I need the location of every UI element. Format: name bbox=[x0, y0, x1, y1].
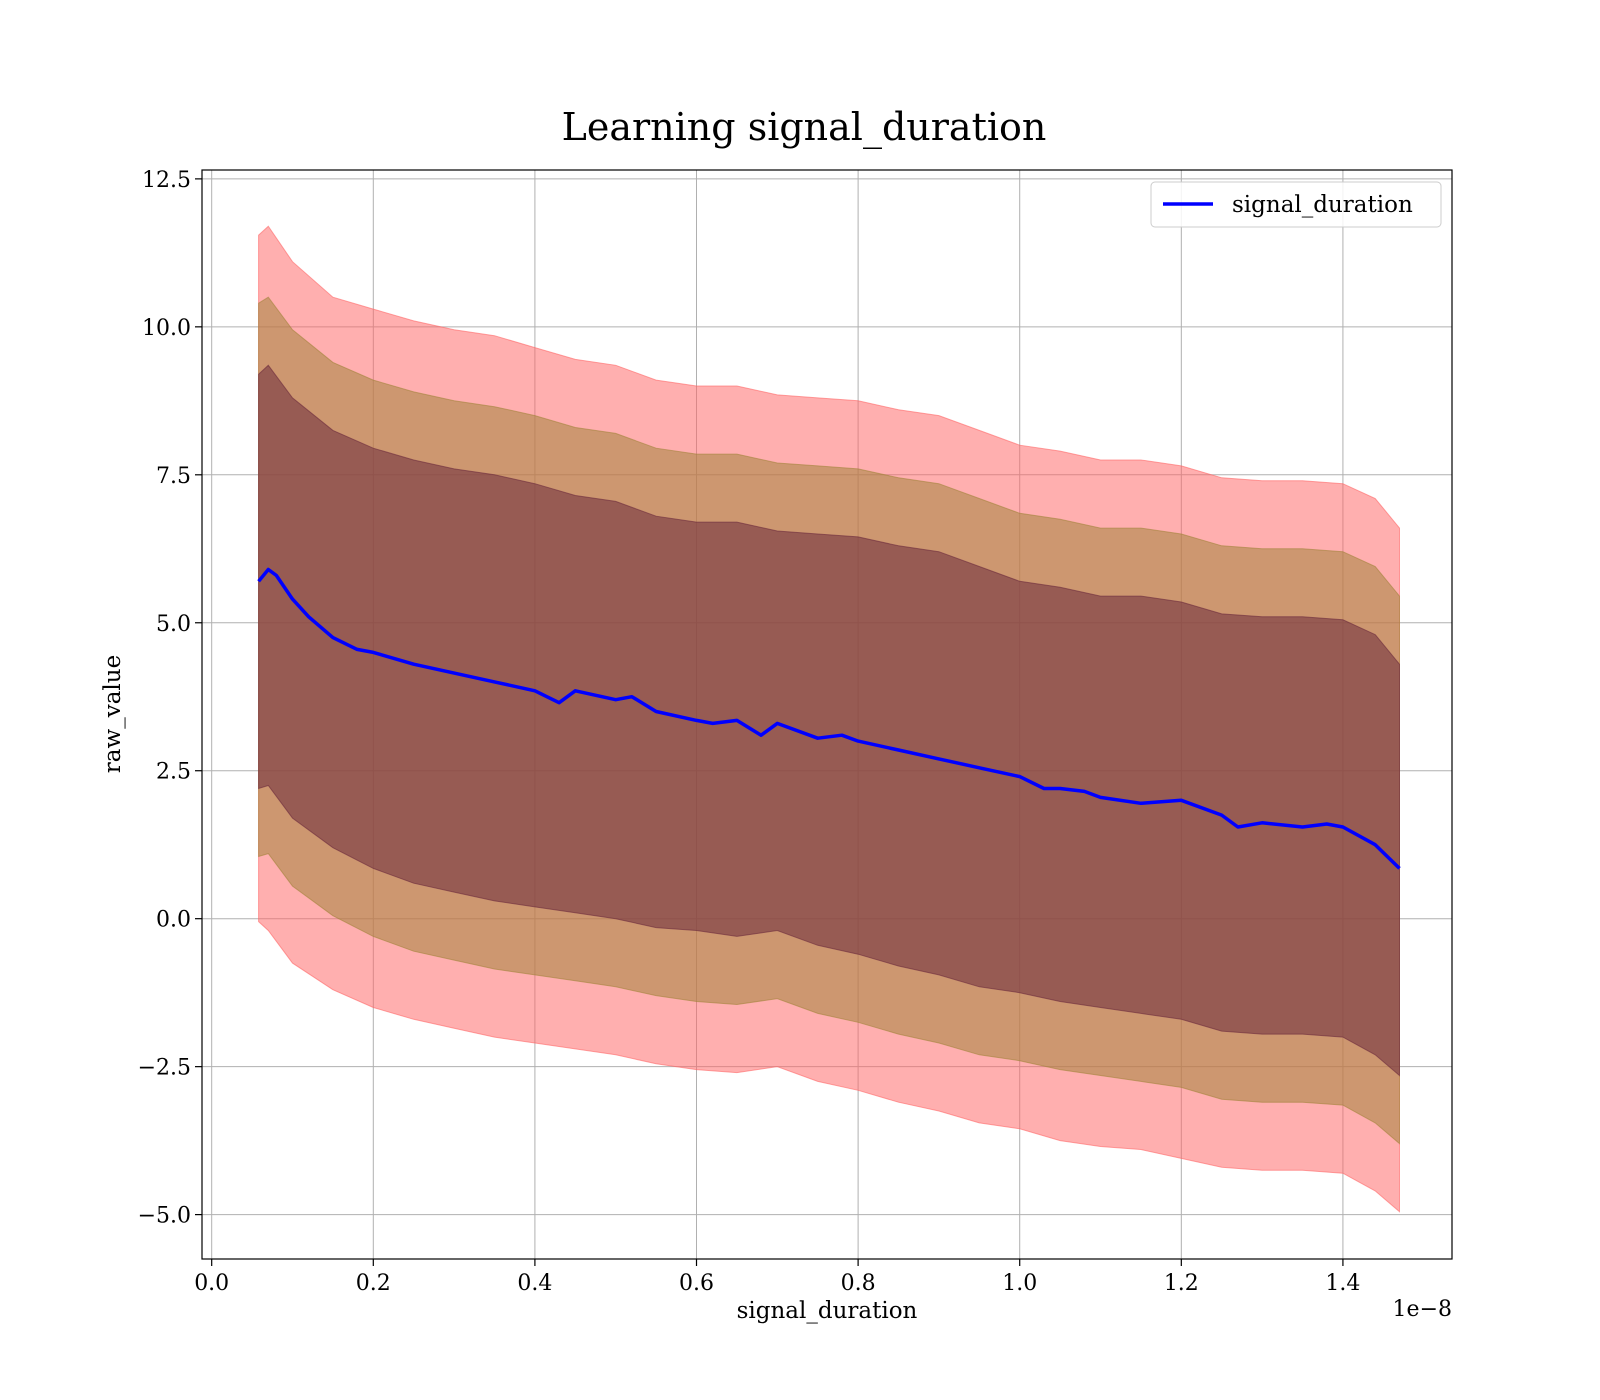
y-tick-label-7: 12.5 bbox=[142, 168, 191, 193]
x-tick-label-1: 0.2 bbox=[356, 1271, 391, 1296]
x-tick-label-6: 1.2 bbox=[1164, 1271, 1199, 1296]
y-tick-label-4: 5.0 bbox=[156, 612, 191, 637]
y-tick-label-3: 2.5 bbox=[156, 760, 191, 785]
mean-line-layer bbox=[257, 567, 1401, 870]
x-tick-label-2: 0.4 bbox=[517, 1271, 552, 1296]
y-axis-label: raw_value bbox=[100, 655, 126, 773]
x-tick-label-5: 1.0 bbox=[1002, 1271, 1037, 1296]
x-axis-ticks: 0.0 0.2 0.4 0.6 0.8 1.0 1.2 1.4 bbox=[194, 1259, 1360, 1296]
y-tick-label-0: −5.0 bbox=[138, 1204, 191, 1229]
plot-frame bbox=[201, 169, 1453, 1260]
x-tick-label-7: 1.4 bbox=[1325, 1271, 1360, 1296]
chart-title: Learning signal_duration bbox=[562, 105, 1047, 150]
band-inner bbox=[258, 364, 1400, 1077]
legend-entry-label: signal_duration bbox=[1232, 192, 1413, 218]
y-axis-ticks: −5.0 −2.5 0.0 2.5 5.0 7.5 10.0 12.5 bbox=[138, 168, 202, 1229]
legend-box bbox=[1150, 181, 1442, 228]
y-tick-label-5: 7.5 bbox=[156, 464, 191, 489]
x-axis-offset-label: 1e−8 bbox=[1393, 1297, 1452, 1322]
x-axis-label: signal_duration bbox=[737, 1298, 918, 1324]
y-tick-label-2: 0.0 bbox=[156, 908, 191, 933]
legend: signal_duration bbox=[1150, 181, 1442, 228]
y-tick-label-6: 10.0 bbox=[142, 316, 191, 341]
mean-line-signal-duration bbox=[257, 567, 1401, 870]
x-tick-label-3: 0.6 bbox=[679, 1271, 714, 1296]
x-tick-label-4: 0.8 bbox=[841, 1271, 876, 1296]
x-tick-label-0: 0.0 bbox=[194, 1271, 229, 1296]
confidence-bands bbox=[258, 225, 1400, 1213]
y-tick-label-1: −2.5 bbox=[138, 1056, 191, 1081]
